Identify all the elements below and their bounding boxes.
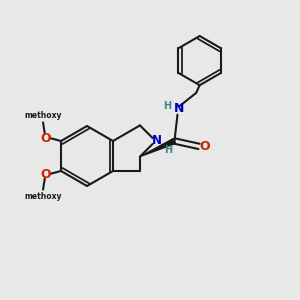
Text: O: O — [200, 140, 210, 154]
Text: O: O — [40, 167, 51, 181]
Text: N: N — [174, 102, 184, 115]
Text: methoxy: methoxy — [24, 111, 62, 120]
Polygon shape — [140, 139, 175, 157]
Text: methoxy: methoxy — [24, 192, 62, 201]
Text: N: N — [152, 134, 162, 147]
Text: H: H — [163, 100, 171, 111]
Text: O: O — [40, 131, 51, 145]
Text: H: H — [164, 145, 172, 155]
